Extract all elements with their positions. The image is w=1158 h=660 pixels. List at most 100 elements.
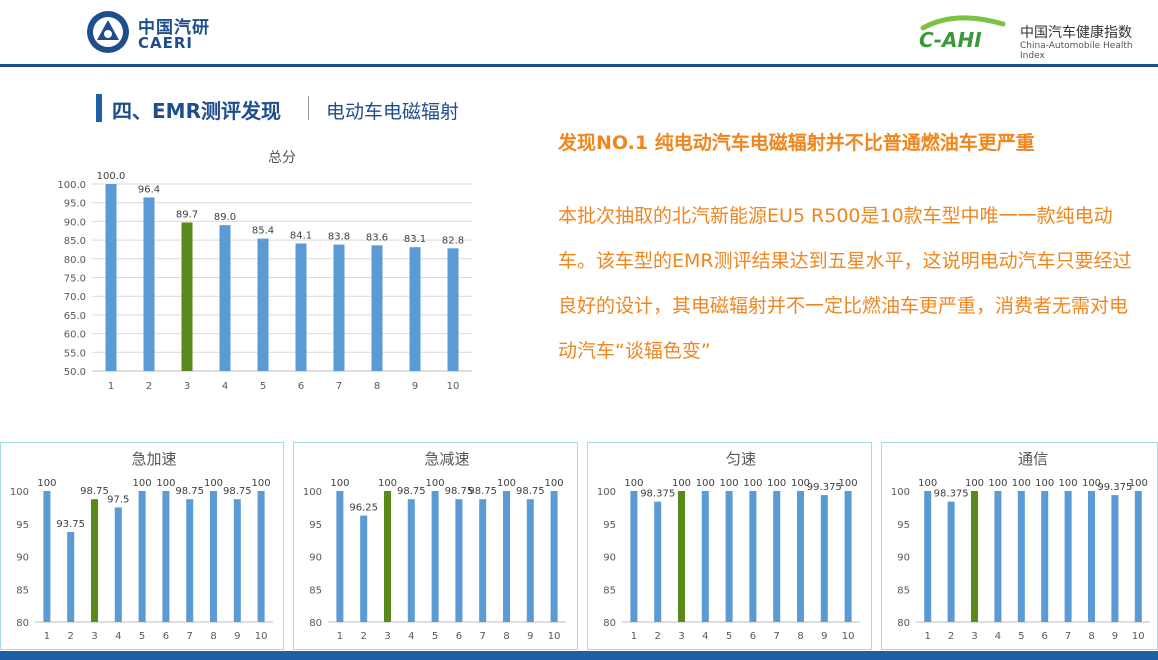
- bar: [924, 491, 932, 622]
- bar: [447, 248, 459, 371]
- bar: [820, 495, 828, 622]
- bar: [749, 491, 757, 622]
- data-label: 100: [156, 478, 175, 489]
- bar: [526, 499, 534, 622]
- y-tick-label: 90: [16, 553, 29, 564]
- panel-constant-speed: 匀速 80 85 90 95 100 100 1 98.375 2 100 3 100 4 100 5 100 6…: [587, 442, 872, 650]
- data-label: 85.4: [252, 226, 274, 237]
- data-label: 89.7: [176, 210, 198, 221]
- bar: [797, 491, 804, 622]
- bar: [630, 491, 638, 622]
- y-tick-label: 95: [309, 520, 322, 531]
- chart-title: 急减速: [424, 450, 469, 468]
- finding-body: 本批次抽取的北汽新能源EU5 R500是10款车型中唯一一款纯电动车。该车型的E…: [558, 205, 1132, 362]
- bar: [455, 499, 463, 622]
- x-tick-label: 3: [91, 631, 97, 642]
- bar: [1134, 491, 1142, 622]
- bar: [947, 501, 955, 622]
- y-tick-label: 50.0: [64, 367, 86, 378]
- data-label: 83.8: [328, 232, 350, 243]
- y-tick-label: 60.0: [64, 330, 86, 341]
- data-label: 83.1: [404, 234, 426, 245]
- x-tick-label: 2: [68, 631, 74, 642]
- y-tick-label: 100: [597, 487, 616, 498]
- y-tick-label: 70.0: [64, 292, 86, 303]
- cahi-name-en: China-Automobile Health Index: [1020, 41, 1133, 61]
- bar: [114, 507, 122, 622]
- data-label: 98.75: [223, 486, 252, 497]
- data-label: 100: [767, 478, 786, 489]
- x-tick-label: 10: [842, 631, 855, 642]
- data-label: 100: [1035, 478, 1054, 489]
- x-tick-label: 3: [971, 631, 977, 642]
- y-tick-label: 100: [303, 487, 322, 498]
- data-label: 98.75: [468, 486, 497, 497]
- x-tick-label: 8: [1088, 631, 1094, 642]
- data-label: 98.75: [445, 486, 474, 497]
- bar: [1064, 491, 1072, 622]
- panel-acceleration: 急加速 80 85 90 95 100 100 1 93.75 2 98.75 3 97.5 4 100 5 1…: [0, 442, 284, 650]
- x-tick-label: 6: [1042, 631, 1048, 642]
- data-label: 98.75: [397, 486, 426, 497]
- chart-title: 通信: [1018, 450, 1048, 468]
- data-label: 84.1: [290, 230, 312, 241]
- header-divider: [0, 64, 1158, 67]
- y-tick-label: 55.0: [64, 348, 86, 359]
- x-tick-label: 10: [447, 381, 460, 392]
- bar: [725, 491, 733, 622]
- data-label: 100: [965, 478, 984, 489]
- panel-communication: 通信 80 85 90 95 100 100 1 98.375 2 100 3 100 4 100 5 100 6…: [881, 442, 1158, 650]
- x-tick-label: 2: [655, 631, 661, 642]
- data-label: 100: [624, 478, 643, 489]
- constant-speed-chart: 匀速 80 85 90 95 100 100 1 98.375 2 100 3 100 4 100 5 100 6…: [597, 450, 860, 642]
- bar: [186, 499, 194, 622]
- section-accent-bar: [96, 94, 102, 122]
- bar: [257, 238, 269, 371]
- section-title: 四、EMR测评发现: [112, 99, 281, 123]
- data-label: 100: [696, 478, 715, 489]
- bar: [219, 225, 231, 371]
- x-tick-label: 9: [412, 381, 418, 392]
- data-label: 83.6: [366, 232, 388, 243]
- data-label: 96.4: [138, 184, 160, 195]
- cahi-name-cn: 中国汽车健康指数: [1020, 25, 1132, 41]
- bar: [1111, 495, 1119, 622]
- x-tick-label: 6: [750, 631, 756, 642]
- bar: [550, 491, 558, 622]
- x-tick-label: 9: [234, 631, 240, 642]
- y-tick-label: 90.0: [64, 217, 86, 228]
- data-label: 99.375: [807, 482, 842, 493]
- y-tick-label: 100: [891, 487, 910, 498]
- bar: [333, 244, 345, 371]
- x-tick-label: 8: [503, 631, 509, 642]
- x-tick-label: 4: [702, 631, 708, 642]
- x-tick-label: 10: [548, 631, 561, 642]
- y-tick-label: 65.0: [64, 311, 86, 322]
- finding-title: 发现NO.1 纯电动汽车电磁辐射并不比普通燃油车更严重: [558, 132, 1035, 154]
- y-tick-label: 85.0: [64, 236, 86, 247]
- bar: [360, 515, 368, 622]
- y-tick-label: 80.0: [64, 255, 86, 266]
- x-tick-label: 4: [995, 631, 1001, 642]
- header: 中国汽研 CAERI C-AHI 中国汽车健康指数 China-Automobi…: [0, 0, 1158, 66]
- data-label: 100: [1059, 478, 1078, 489]
- x-tick-label: 1: [925, 631, 931, 642]
- x-tick-label: 1: [108, 381, 114, 392]
- data-label: 99.375: [1097, 482, 1132, 493]
- acceleration-chart: 急加速 80 85 90 95 100 100 1 93.75 2 98.75 3 97.5 4 100 5 1…: [10, 450, 273, 642]
- y-tick-label: 90: [603, 553, 616, 564]
- data-label: 93.75: [56, 519, 85, 530]
- bar: [407, 499, 415, 622]
- bar: [257, 491, 265, 622]
- bar: [1041, 491, 1049, 622]
- data-label: 100: [37, 478, 56, 489]
- data-label: 100: [1012, 478, 1031, 489]
- x-tick-label: 3: [184, 381, 190, 392]
- bar: [138, 491, 146, 622]
- caeri-name-en: CAERI: [138, 34, 193, 52]
- y-tick-label: 95: [603, 520, 616, 531]
- bar: [336, 491, 344, 622]
- bar: [210, 491, 217, 622]
- data-label: 100: [497, 478, 516, 489]
- x-tick-label: 9: [1112, 631, 1118, 642]
